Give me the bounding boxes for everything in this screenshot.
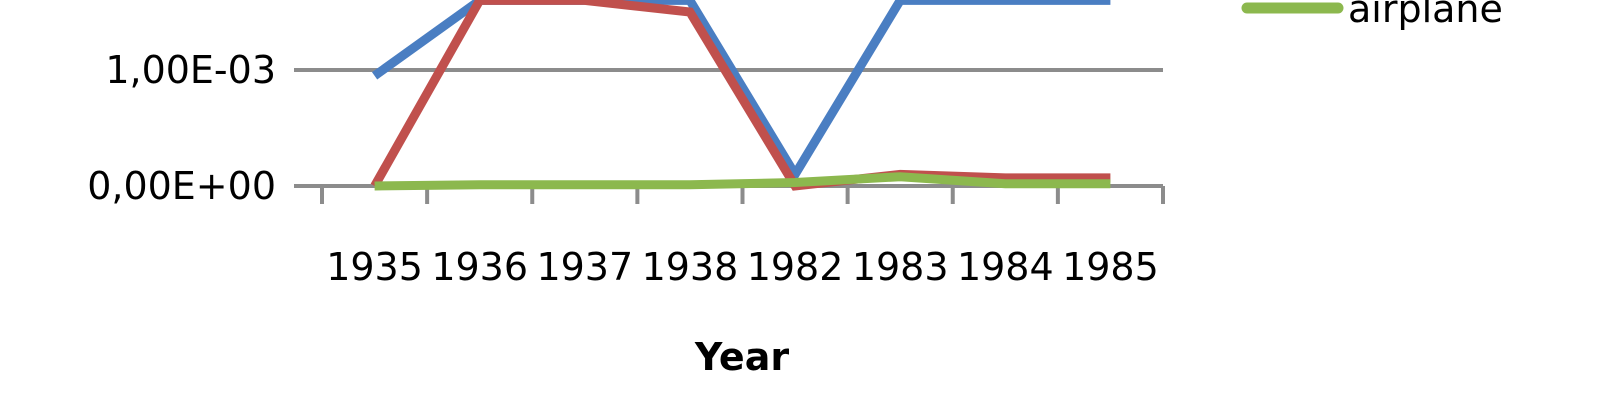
gridlines [294,68,1163,188]
x-tick-label: 1983 [852,245,949,289]
x-tick-label: 1985 [1062,245,1159,289]
x-tick-label: 1936 [431,245,528,289]
x-tick-label: 1982 [747,245,844,289]
legend: airplane [1241,0,1503,31]
x-tick-label: 1984 [957,245,1054,289]
x-tick-label: 1937 [536,245,633,289]
y-tick-label: 0,00E+00 [87,164,276,208]
legend-label: airplane [1348,0,1503,31]
x-axis-title: Year [694,335,789,379]
x-tick-label: 1935 [326,245,423,289]
x-tick-label: 1938 [642,245,739,289]
series-line-airplane [374,172,1111,191]
tick-labels: 0,00E+00 1,00E-03 1935 1936 1937 1938 1982 1983… [87,48,1159,289]
series-line [371,0,1111,184]
series-line [370,0,1111,191]
series-lines [370,0,1111,191]
y-tick-label: 1,00E-03 [105,48,276,92]
